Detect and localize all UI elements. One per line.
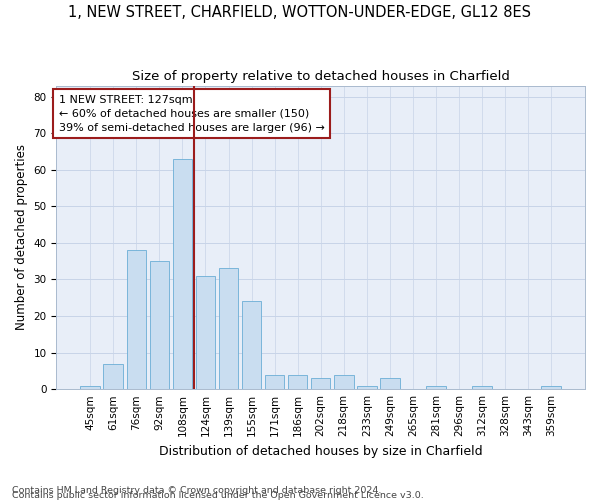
Title: Size of property relative to detached houses in Charfield: Size of property relative to detached ho…	[132, 70, 509, 83]
Bar	[357, 386, 377, 389]
Bar	[380, 378, 400, 389]
Bar	[173, 158, 192, 389]
Bar	[219, 268, 238, 389]
Bar	[242, 302, 262, 389]
Text: 1, NEW STREET, CHARFIELD, WOTTON-UNDER-EDGE, GL12 8ES: 1, NEW STREET, CHARFIELD, WOTTON-UNDER-E…	[68, 5, 532, 20]
Text: Contains HM Land Registry data © Crown copyright and database right 2024.: Contains HM Land Registry data © Crown c…	[12, 486, 382, 495]
Bar	[103, 364, 123, 389]
Bar	[127, 250, 146, 389]
Text: 1 NEW STREET: 127sqm
← 60% of detached houses are smaller (150)
39% of semi-deta: 1 NEW STREET: 127sqm ← 60% of detached h…	[59, 94, 325, 132]
Bar	[265, 374, 284, 389]
Bar	[334, 374, 353, 389]
Text: Contains public sector information licensed under the Open Government Licence v3: Contains public sector information licen…	[12, 490, 424, 500]
Bar	[472, 386, 492, 389]
Bar	[311, 378, 331, 389]
Bar	[196, 276, 215, 389]
Bar	[541, 386, 561, 389]
Bar	[149, 261, 169, 389]
Bar	[80, 386, 100, 389]
Bar	[288, 374, 307, 389]
X-axis label: Distribution of detached houses by size in Charfield: Distribution of detached houses by size …	[159, 444, 482, 458]
Y-axis label: Number of detached properties: Number of detached properties	[15, 144, 28, 330]
Bar	[426, 386, 446, 389]
